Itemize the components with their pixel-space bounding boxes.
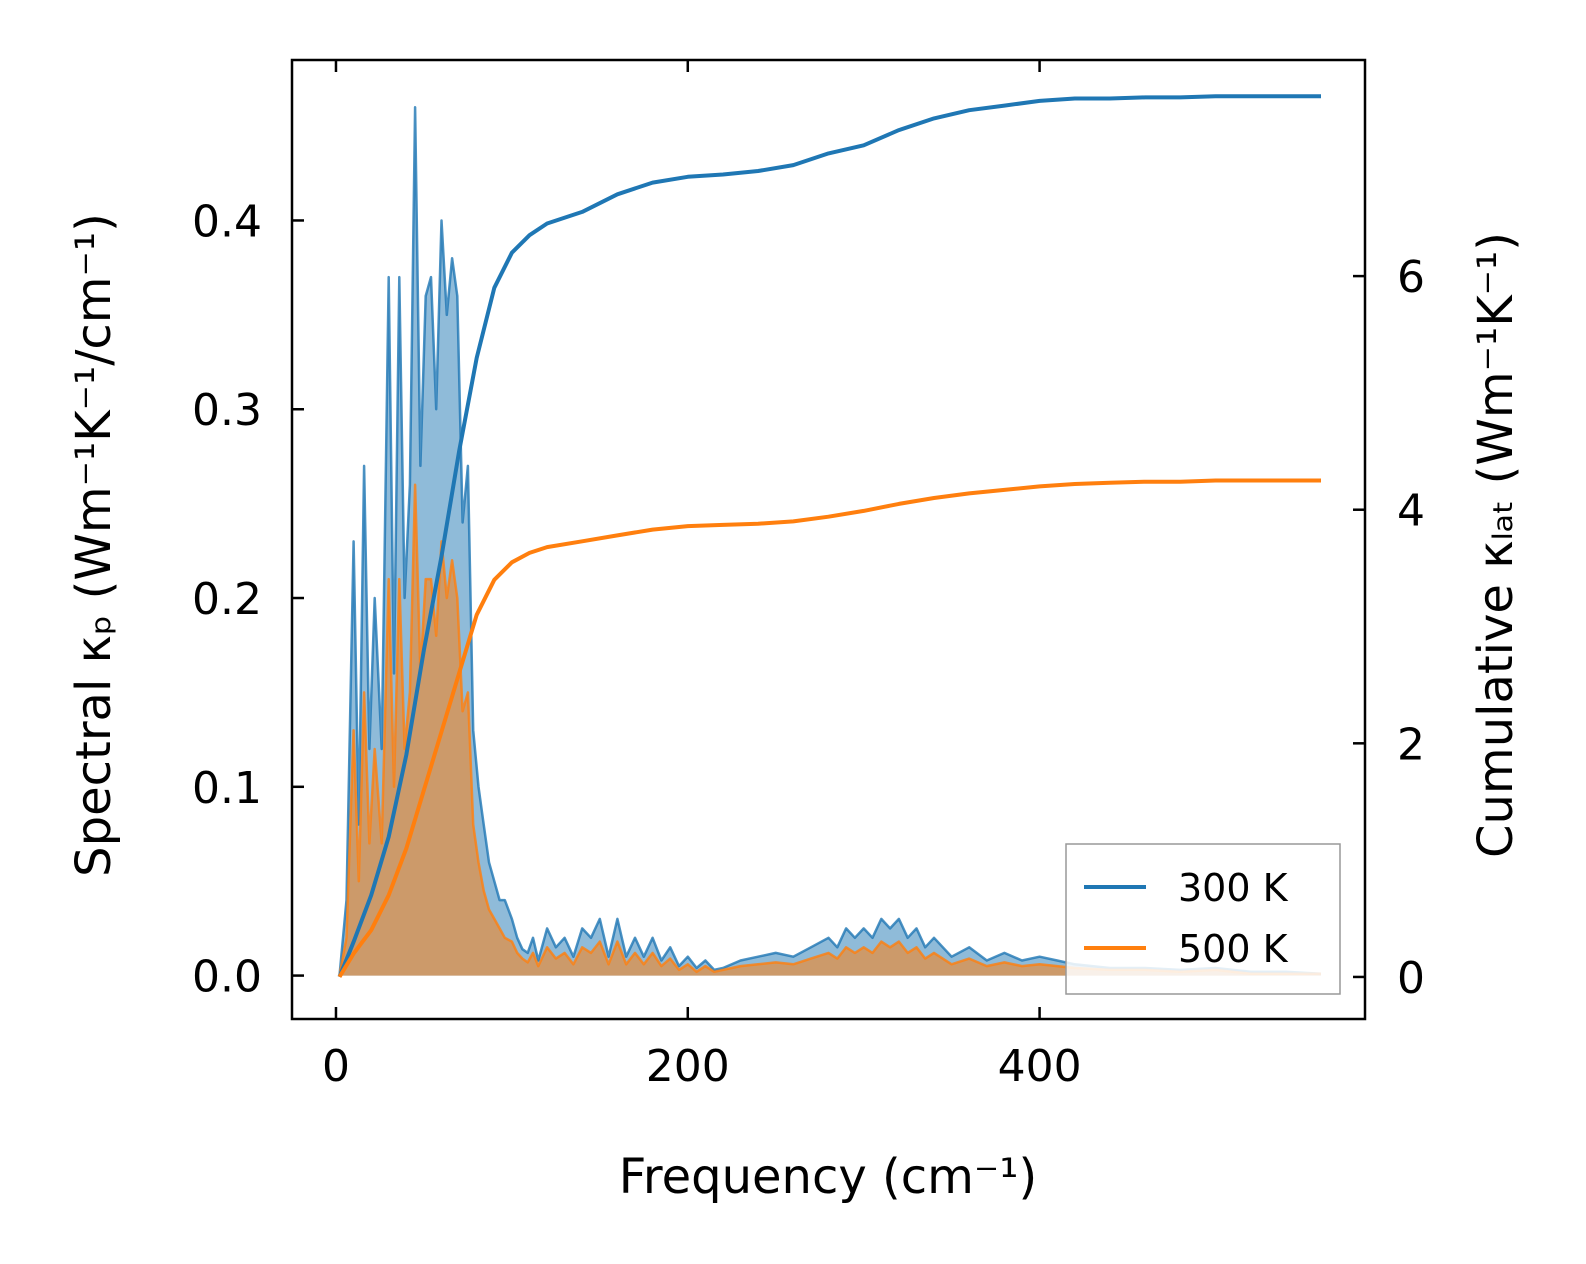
cumulative-line-500k [337,478,1321,978]
spectral-line-500k [338,483,1321,976]
spectral-line-layer [338,105,1322,976]
legend-label-500k: 500 K [1178,927,1289,971]
spectral-fill-layer [339,107,1321,976]
y-left-tick-label: 0.3 [192,385,262,436]
spectral-area-500k [339,484,1321,976]
y-left-tick-label: 0.4 [192,196,262,247]
spectral-line-300k [338,105,1322,976]
x-tick-label: 400 [998,1041,1082,1092]
y-right-tick-label: 6 [1397,252,1425,303]
legend: 300 K 500 K [1065,843,1341,995]
cumulative-line-layer [337,94,1321,978]
x-tick-label: 0 [322,1041,350,1092]
y-right-tick-label: 4 [1397,486,1425,537]
y-left-axis-title: Spectral κₚ (Wm⁻¹K⁻¹/cm⁻¹) [66,213,122,877]
x-axis-title: Frequency (cm⁻¹) [619,1149,1037,1205]
legend-label-300k: 300 K [1178,866,1289,910]
legend-box [1065,843,1341,995]
y-left-tick-label: 0.2 [192,574,262,625]
x-tick-label: 200 [646,1041,730,1092]
y-left-tick-label: 0.1 [192,763,262,814]
plot-frame [290,58,1367,1021]
y-right-axis-title: Cumulative κₗₐₜ (Wm⁻¹K⁻¹) [1468,232,1524,858]
tick-layer: 0 200 400 0.0 0.1 0.2 0.3 0.4 0 2 4 6 [192,60,1425,1092]
cumulative-line-300k [337,94,1321,978]
y-right-tick-label: 2 [1397,719,1425,770]
y-left-tick-label: 0.0 [192,952,262,1003]
y-right-tick-label: 0 [1397,953,1425,1004]
